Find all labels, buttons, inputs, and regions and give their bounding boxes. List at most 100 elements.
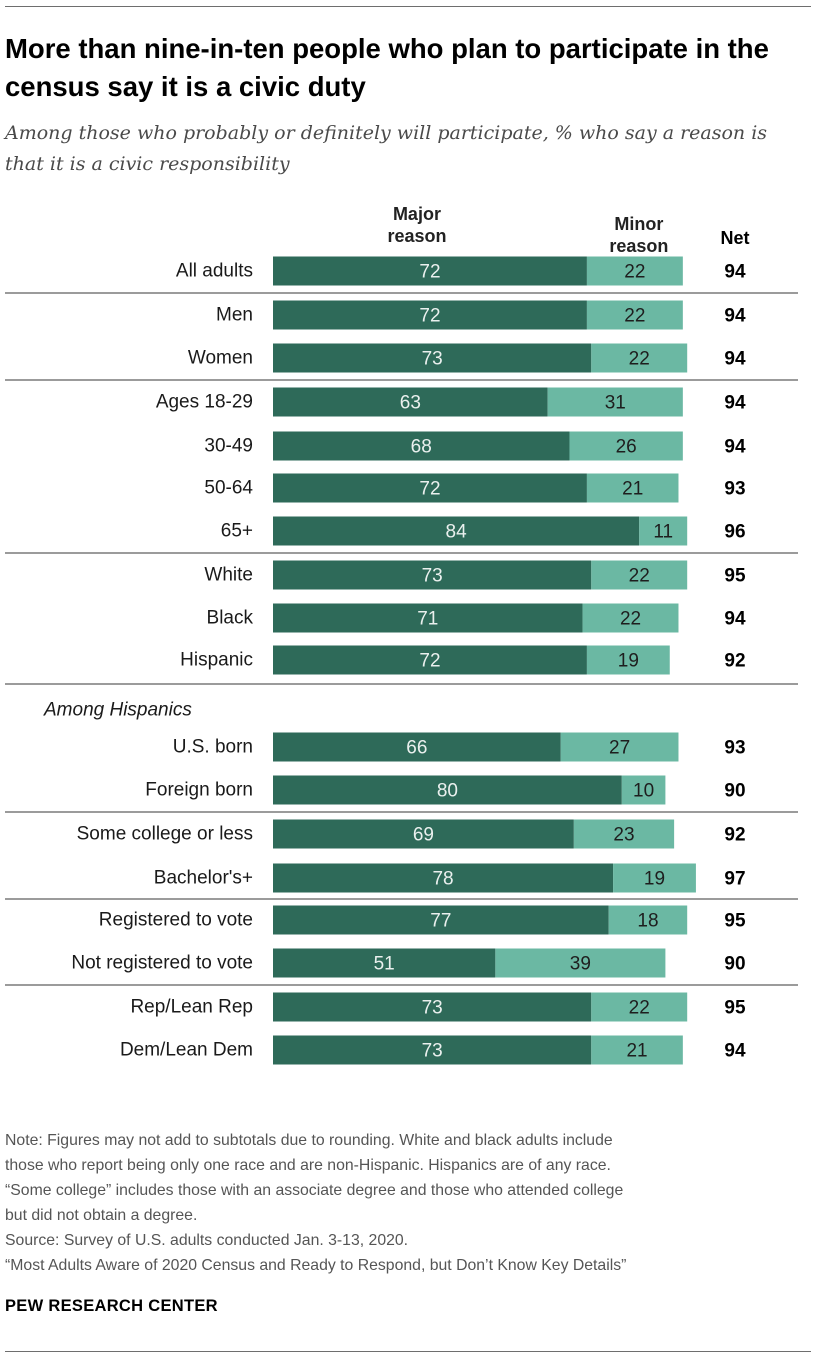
major-reason-bar [273,1035,592,1065]
category-label: 50-64 [204,478,253,499]
major-value-label: 73 [422,1041,443,1062]
category-label: Some college or less [77,824,253,845]
minor-value-label: 26 [616,437,637,458]
minor-reason-bar [591,343,688,373]
note-line: “Some college” includes those with an as… [5,1182,624,1199]
net-value-label: 96 [724,522,745,543]
category-label: Registered to vote [99,910,253,931]
major-value-label: 73 [422,998,443,1019]
category-label: Hispanic [180,650,253,671]
minor-value-label: 18 [637,911,658,932]
minor-reason-bar [608,905,688,935]
category-label: Men [216,305,253,326]
minor-reason-bar [569,431,683,461]
category-label: White [204,565,253,586]
net-value-label: 90 [724,781,745,802]
minor-reason-bar [586,645,670,675]
major-reason-bar [273,431,570,461]
chart-notes: Note: Figures may not add to subtotals d… [5,1128,805,1278]
net-value-label: 94 [724,306,746,327]
minor-reason-bar [547,387,683,417]
pew-research-center-logo: PEW RESEARCH CENTER [5,1297,218,1315]
major-reason-bar [273,516,640,546]
bottom-rule [5,1351,811,1352]
minor-reason-bar [582,603,679,633]
major-value-label: 72 [419,262,440,283]
minor-value-label: 31 [605,393,626,414]
minor-reason-bar [586,256,683,286]
major-reason-bar [273,948,496,978]
major-reason-bar [273,645,587,675]
net-value-label: 94 [724,349,746,370]
minor-value-label: 22 [620,609,641,630]
net-header: Net [720,228,749,248]
major-value-label: 63 [400,393,421,414]
major-reason-bar [273,473,587,503]
category-label: Black [207,608,254,629]
category-label: 30-49 [204,436,253,457]
net-value-label: 97 [724,869,745,890]
major-value-label: 72 [419,479,440,500]
major-reason-bar [273,343,592,373]
major-value-label: 71 [417,609,438,630]
minor-value-label: 22 [624,262,645,283]
minor-value-label: 22 [624,306,645,327]
net-value-label: 95 [724,998,746,1019]
major-reason-bar [273,992,592,1022]
category-label: Not registered to vote [71,953,253,974]
net-value-label: 94 [724,262,746,283]
chart-title: More than nine-in-ten people who plan to… [5,33,769,102]
major-value-label: 77 [430,911,451,932]
note-line: Note: Figures may not add to subtotals d… [5,1132,613,1149]
minor-value-label: 27 [609,738,630,759]
category-label: Dem/Lean Dem [120,1040,253,1061]
major-reason-bar [273,819,574,849]
minor-value-label: 39 [570,954,591,975]
minor-reason-bar [560,732,679,762]
major-value-label: 51 [374,954,395,975]
minor-reason-header: Minor [614,214,663,234]
category-label: Bachelor's+ [154,868,253,889]
net-value-label: 90 [724,954,745,975]
major-value-label: 72 [419,651,440,672]
minor-reason-header: reason [609,236,668,256]
major-value-label: 72 [419,306,440,327]
major-value-label: 78 [432,869,453,890]
category-label: All adults [176,261,253,282]
major-value-label: 73 [422,349,443,370]
minor-reason-bar [639,516,688,546]
report-title-line: “Most Adults Aware of 2020 Census and Re… [5,1257,627,1274]
minor-value-label: 10 [633,781,654,802]
minor-value-label: 21 [622,479,643,500]
major-reason-bar [273,863,614,893]
category-label: 65+ [221,521,253,542]
minor-value-label: 23 [613,825,634,846]
net-value-label: 94 [724,393,746,414]
category-label: U.S. born [173,737,253,758]
minor-reason-bar [621,775,666,805]
top-rule [5,6,811,7]
minor-reason-bar [591,992,688,1022]
major-reason-bar [273,256,587,286]
major-reason-bar [273,387,548,417]
minor-value-label: 22 [629,349,650,370]
major-reason-header: reason [387,226,446,246]
net-value-label: 92 [724,825,745,846]
note-line: but did not obtain a degree. [5,1207,198,1224]
minor-reason-bar [573,819,675,849]
net-value-label: 95 [724,911,746,932]
major-value-label: 84 [446,522,468,543]
minor-reason-bar [591,1035,683,1065]
category-label: Foreign born [145,780,253,801]
minor-reason-bar [586,473,679,503]
note-line: those who report being only one race and… [5,1157,611,1174]
minor-value-label: 21 [626,1041,647,1062]
major-value-label: 69 [413,825,434,846]
major-reason-bar [273,560,592,590]
chart-subtitle: Among those who probably or definitely w… [5,122,768,175]
net-value-label: 93 [724,738,745,759]
minor-value-label: 11 [653,522,673,543]
major-value-label: 80 [437,781,458,802]
major-reason-bar [273,775,622,805]
major-value-label: 73 [422,566,443,587]
